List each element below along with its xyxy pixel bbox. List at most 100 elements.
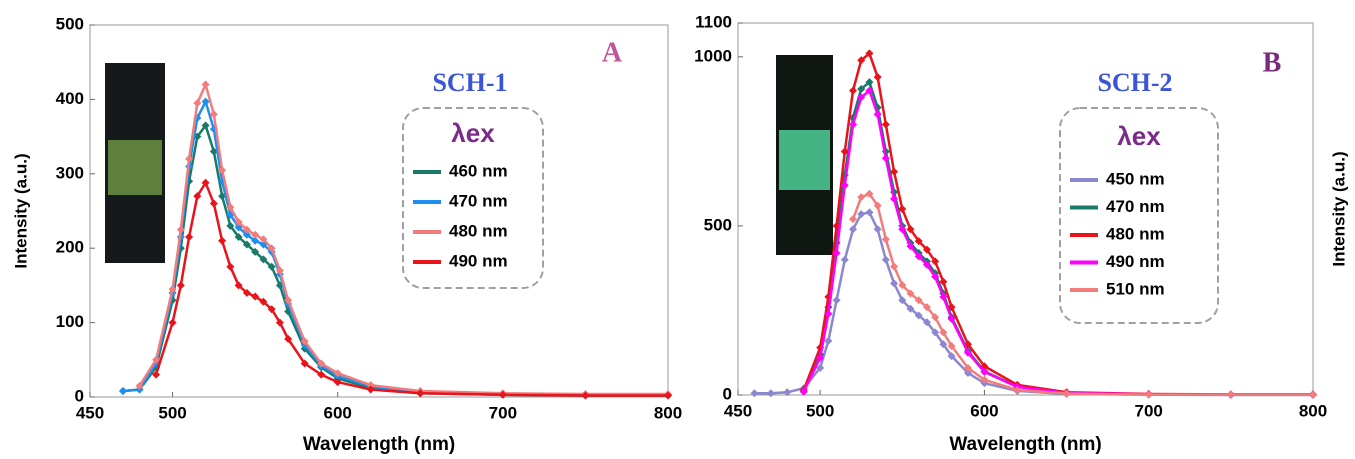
marker: [1013, 385, 1022, 394]
marker: [914, 237, 923, 246]
marker: [416, 389, 425, 398]
legend-title: λex: [451, 118, 495, 148]
y-tick-label: 0: [75, 386, 84, 405]
marker: [201, 80, 210, 89]
marker: [857, 84, 866, 93]
marker: [931, 328, 940, 337]
marker: [824, 336, 833, 345]
marker: [234, 218, 243, 227]
marker: [152, 370, 161, 379]
x-tick-label: 700: [489, 403, 517, 422]
y-axis-label: Intensity (a.u.): [1329, 151, 1348, 266]
marker: [906, 289, 915, 298]
legend-label: 470 nm: [1106, 197, 1165, 216]
marker: [964, 348, 972, 357]
marker: [931, 257, 940, 266]
marker: [251, 247, 260, 256]
marker: [840, 181, 849, 190]
y-tick-label: 0: [723, 384, 732, 403]
marker: [209, 110, 218, 119]
marker: [931, 313, 940, 322]
marker: [366, 381, 375, 390]
legend-box: [402, 107, 544, 289]
series-line: [802, 51, 1313, 396]
marker: [849, 120, 857, 129]
series-line: [754, 210, 1313, 397]
x-tick-label: 800: [654, 403, 682, 422]
marker: [890, 194, 899, 203]
marker: [939, 277, 948, 286]
marker: [939, 328, 948, 337]
marker: [251, 292, 260, 301]
marker: [832, 296, 841, 305]
legend-label: 510 nm: [1106, 279, 1165, 298]
panel-label: B: [1263, 47, 1282, 78]
marker: [914, 296, 923, 305]
y-tick-label: 300: [56, 163, 84, 182]
marker: [317, 370, 326, 379]
y-tick-label: 1100: [695, 12, 732, 31]
marker: [980, 368, 989, 377]
marker: [881, 235, 890, 244]
legend-label: 470 nm: [449, 191, 508, 210]
marker: [857, 210, 866, 219]
marker: [840, 255, 849, 264]
marker: [947, 303, 956, 312]
marker: [259, 255, 268, 264]
marker: [898, 205, 907, 213]
marker: [857, 56, 866, 65]
marker: [947, 352, 956, 361]
legend-label: 490 nm: [1106, 252, 1165, 271]
cuvette-glow: [779, 130, 830, 190]
marker: [242, 225, 251, 234]
marker: [193, 99, 202, 108]
marker: [881, 255, 890, 264]
legend-label: 460 nm: [449, 161, 508, 180]
marker: [922, 260, 931, 269]
marker: [816, 363, 825, 372]
marker: [168, 318, 177, 327]
marker: [857, 93, 866, 102]
y-tick-label: 500: [704, 215, 732, 234]
marker: [914, 252, 923, 261]
compound-label: SCH-2: [1097, 68, 1172, 97]
y-tick-label: 500: [56, 14, 84, 33]
series-line: [851, 192, 1313, 396]
y-tick-label: 400: [56, 89, 84, 108]
marker: [881, 120, 890, 129]
marker: [931, 272, 940, 281]
marker: [226, 203, 235, 212]
marker: [849, 225, 857, 234]
marker: [119, 387, 128, 396]
x-tick-label: 500: [806, 401, 834, 420]
marker: [964, 363, 972, 372]
x-tick-label: 700: [1135, 401, 1163, 420]
marker: [898, 225, 907, 234]
marker: [267, 262, 276, 271]
marker: [234, 233, 243, 242]
x-tick-label: 800: [1299, 401, 1327, 420]
marker: [865, 208, 874, 217]
marker: [783, 388, 792, 397]
marker: [201, 178, 210, 187]
marker: [890, 262, 899, 271]
marker: [816, 353, 825, 362]
marker: [881, 154, 890, 163]
marker: [664, 391, 672, 400]
marker: [914, 311, 923, 320]
marker: [300, 337, 309, 346]
marker: [849, 215, 857, 224]
x-axis-label: Wavelength (nm): [303, 434, 455, 455]
marker: [865, 189, 874, 198]
marker: [857, 193, 866, 202]
x-axis-label: Wavelength (nm): [949, 434, 1101, 455]
marker: [750, 389, 759, 398]
plot-frame: [737, 22, 1314, 396]
marker: [1144, 390, 1153, 399]
y-tick-label: 100: [56, 312, 84, 331]
y-tick-label: 200: [56, 238, 84, 257]
marker: [176, 281, 185, 290]
compound-label: SCH-1: [432, 68, 507, 97]
marker: [922, 245, 931, 254]
marker: [284, 334, 293, 343]
